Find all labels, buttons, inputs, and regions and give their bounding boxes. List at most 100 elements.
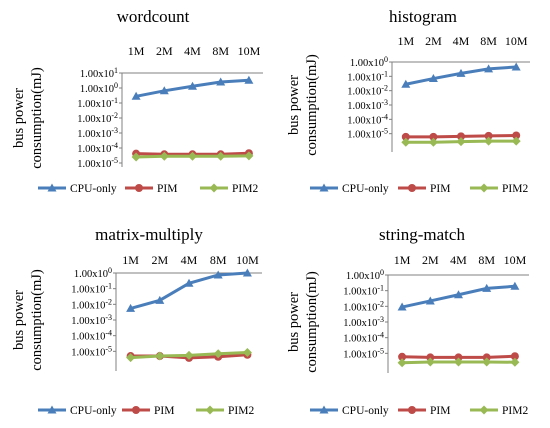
data-point (216, 151, 226, 161)
x-tick-label: 10M (236, 253, 259, 267)
legend-label: PIM (154, 405, 174, 417)
y-tick-label: 1.00x10-4 (77, 141, 118, 155)
y-tick-label: 1.00x10-5 (77, 156, 118, 170)
x-tick-label: 10M (504, 253, 527, 267)
legend-marker (132, 406, 140, 414)
data-point (131, 91, 141, 100)
y-tick-label: 1.00x10-1 (347, 69, 388, 83)
legend-label: CPU-only (342, 183, 389, 195)
data-point (216, 77, 226, 86)
data-point (155, 295, 165, 304)
data-point (510, 281, 520, 290)
data-point (511, 62, 521, 71)
data-point (159, 86, 169, 95)
x-tick-label: 8M (210, 253, 227, 267)
data-point (510, 357, 520, 367)
data-point (484, 136, 494, 146)
legend-marker (205, 405, 215, 415)
data-point (457, 132, 465, 141)
y-axis-label: bus power consumption(mJ) (286, 54, 320, 156)
legend-label: PIM2 (232, 183, 258, 195)
data-point (425, 296, 435, 305)
y-tick-label: 1.00x10-4 (343, 331, 384, 345)
data-point (184, 278, 194, 287)
y-tick-label: 1.00x10-3 (77, 126, 118, 140)
data-point (425, 357, 435, 367)
chart-title: histogram (389, 7, 457, 26)
data-point (213, 270, 223, 279)
y-tick-label: 1.00x10-3 (343, 315, 384, 329)
chart-panel: histogram bus power consumption(mJ) 1M 2M 4M 8… (286, 7, 530, 195)
y-axis-label: bus power consumption(mJ) (11, 269, 45, 371)
data-point (397, 358, 407, 368)
legend-marker (319, 183, 329, 192)
legend-marker (47, 405, 57, 414)
data-point (429, 132, 438, 141)
data-point (159, 151, 169, 161)
legend-label: PIM2 (502, 405, 528, 417)
legend-marker (135, 184, 143, 192)
y-tick-label: 1.00x10-3 (347, 98, 388, 112)
legend-label: PIM (157, 183, 177, 195)
data-point (398, 352, 407, 361)
data-point (244, 151, 254, 161)
data-point (213, 349, 223, 359)
data-point (454, 353, 463, 362)
y-tick-label: 1.00x10-3 (71, 313, 112, 327)
y-tick-label: 1.00x10-5 (71, 344, 112, 358)
data-point (188, 81, 197, 90)
data-point (244, 75, 254, 84)
y-tick-label: 1.00x10-1 (77, 96, 118, 110)
chart-panel: matrix-multiply bus power consumption(mJ) 1… (11, 225, 262, 417)
data-point (482, 283, 492, 292)
legend-marker (479, 183, 489, 193)
y-tick-label: 1.00x100 (80, 81, 118, 95)
data-point (242, 268, 252, 277)
series-line (130, 271, 248, 310)
data-point (482, 353, 491, 362)
y-tick-label: 1.00x100 (74, 266, 112, 280)
data-point (454, 290, 463, 299)
data-point (401, 79, 411, 88)
legend-label: PIM (430, 183, 450, 195)
data-point (155, 351, 165, 361)
x-tick-label: 4M (184, 44, 201, 58)
data-point (482, 357, 492, 367)
data-point (428, 74, 438, 83)
x-tick-label: 4M (181, 253, 198, 267)
x-tick-label: 8M (478, 253, 495, 267)
legend-label: PIM2 (502, 183, 528, 195)
legend-marker (479, 405, 489, 415)
data-point (397, 302, 407, 311)
x-tick-label: 8M (480, 34, 497, 48)
legend-label: CPU-only (70, 183, 117, 195)
y-tick-label: 1.00x10-5 (343, 346, 384, 360)
data-point (484, 131, 493, 140)
data-point (188, 151, 197, 161)
data-point (126, 303, 136, 312)
data-point (242, 347, 252, 357)
y-tick-label: 1.00x10-2 (77, 111, 118, 125)
chart-title: matrix-multiply (95, 225, 203, 244)
chart-panel: string-match bus power consumption(mJ) 1M 2M… (286, 225, 529, 417)
x-tick-label: 10M (505, 34, 528, 48)
x-tick-label: 4M (453, 34, 470, 48)
chart-title: wordcount (117, 7, 190, 26)
data-point (456, 68, 466, 77)
x-tick-label: 10M (238, 44, 261, 58)
legend-label: PIM (430, 405, 450, 417)
y-tick-label: 1.00x10-2 (347, 84, 388, 98)
y-tick-label: 1.00x10-2 (343, 299, 384, 313)
x-tick-label: 2M (156, 44, 173, 58)
x-tick-label: 2M (425, 34, 442, 48)
y-tick-label: 1.00x10-4 (71, 329, 112, 343)
data-point (456, 137, 466, 147)
data-point (484, 64, 494, 73)
data-point (510, 352, 519, 361)
legend-marker (319, 405, 329, 414)
x-tick-label: 8M (212, 44, 229, 58)
x-tick-label: 1M (397, 34, 414, 48)
data-point (426, 353, 435, 362)
data-point (454, 357, 463, 367)
